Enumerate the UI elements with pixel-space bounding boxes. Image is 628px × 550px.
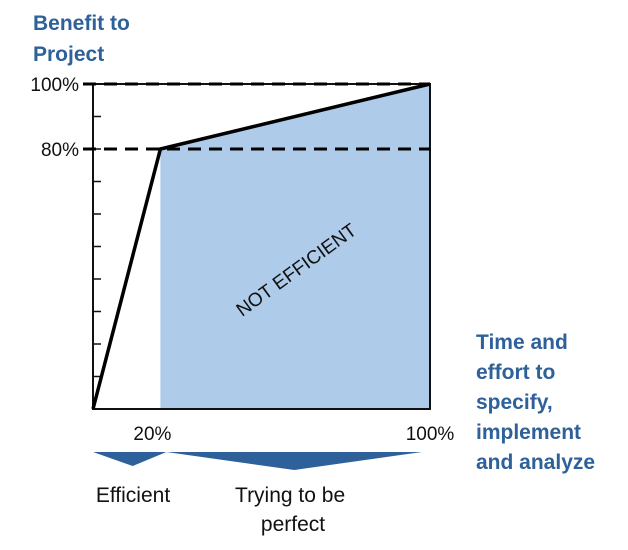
trying-to-be-perfect-label: Trying to be perfect: [235, 484, 351, 536]
x-axis-label: Time and effort to specify, implement an…: [476, 331, 595, 474]
y-tick-label-100: 100%: [30, 75, 79, 96]
y-axis-ticks: [93, 115, 101, 378]
x-axis-label-line-2: effort to: [476, 361, 555, 384]
trying-to-be-perfect-line-2: perfect: [261, 513, 325, 536]
y-axis-label-line-2: Project: [33, 43, 104, 66]
x-axis-label-line-5: and analyze: [476, 451, 595, 474]
y-axis-label: Benefit to Project: [33, 12, 136, 66]
efficient-brace: [93, 452, 167, 466]
reference-lines: [83, 82, 430, 151]
not-efficient-region: [160, 84, 430, 409]
x-axis-label-line-4: implement: [476, 421, 581, 444]
y-tick-label-80: 80%: [41, 140, 79, 161]
y-axis-label-line-1: Benefit to: [33, 12, 130, 35]
x-axis-label-line-3: specify,: [476, 391, 553, 414]
benefit-curve: [91, 82, 431, 410]
trying-to-be-perfect-line-1: Trying to be: [235, 484, 345, 507]
x-tick-label-20: 20%: [133, 424, 171, 445]
x-tick-label-100: 100%: [406, 424, 455, 445]
x-axis-label-line-1: Time and: [476, 331, 568, 354]
efficient-label-line-1: Efficient: [96, 484, 170, 507]
trying-to-be-perfect-brace: [166, 452, 422, 470]
efficient-label: Efficient: [96, 484, 170, 507]
